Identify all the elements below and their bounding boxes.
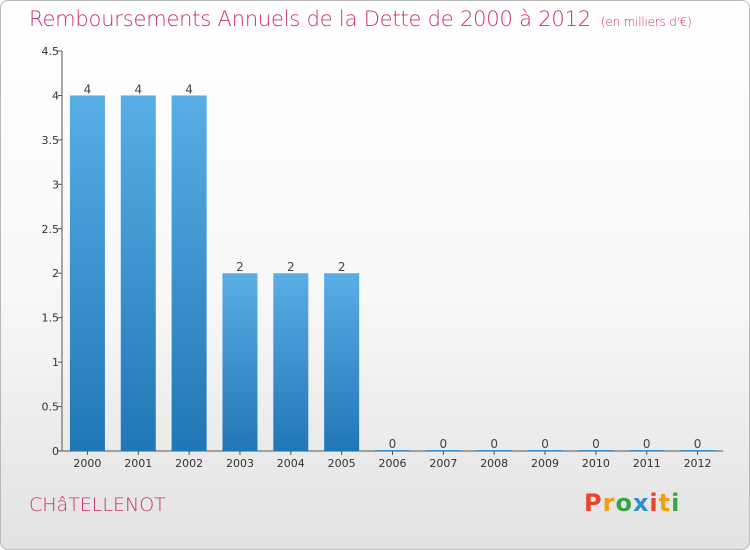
- bar: [476, 450, 512, 451]
- data-label: 4: [134, 82, 142, 96]
- y-tick-label: 4: [52, 89, 59, 102]
- data-label: 4: [84, 82, 92, 96]
- bar: [578, 450, 614, 451]
- commune-name: CHâTELLENOT: [29, 494, 166, 516]
- data-label: 0: [643, 437, 651, 451]
- bar: [425, 450, 461, 451]
- chart-unit: (en milliers d'€): [600, 15, 692, 29]
- chart-title: Remboursements Annuels de la Dette de 20…: [29, 7, 692, 31]
- bar: [171, 95, 207, 451]
- logo-letter: i: [649, 489, 659, 517]
- data-label: 0: [694, 437, 702, 451]
- x-tick-label: 2009: [531, 457, 559, 470]
- y-tick-label: 3: [52, 178, 59, 191]
- x-tick-label: 2001: [124, 457, 152, 470]
- logo-letter: t: [658, 489, 672, 517]
- data-label: 2: [338, 260, 346, 274]
- chart-title-text: Remboursements Annuels de la Dette de 20…: [29, 7, 591, 31]
- logo-letter: P: [584, 489, 603, 517]
- x-tick-label: 2004: [277, 457, 305, 470]
- bar: [69, 95, 105, 451]
- x-tick-label: 2011: [633, 457, 661, 470]
- y-tick-label: 0: [52, 445, 59, 458]
- x-tick-label: 2003: [226, 457, 254, 470]
- bar: [527, 450, 563, 451]
- bar: [222, 273, 258, 451]
- bar: [273, 273, 309, 451]
- data-label: 0: [541, 437, 549, 451]
- logo-letter: r: [602, 489, 616, 517]
- y-tick-label: 2.5: [42, 223, 60, 236]
- y-tick-label: 1: [52, 356, 59, 369]
- x-tick-label: 2007: [429, 457, 457, 470]
- bar: [680, 450, 716, 451]
- data-label: 0: [440, 437, 448, 451]
- proxiti-logo: Proxiti: [584, 489, 680, 517]
- y-tick-label: 2: [52, 267, 59, 280]
- logo-letter: x: [632, 489, 650, 517]
- y-tick-label: 4.5: [42, 45, 60, 58]
- logo-letter: o: [615, 489, 633, 517]
- y-tick-label: 0.5: [42, 401, 60, 414]
- x-tick-label: 2005: [328, 457, 356, 470]
- x-tick-label: 2012: [684, 457, 712, 470]
- x-tick-label: 2002: [175, 457, 203, 470]
- data-label: 2: [287, 260, 295, 274]
- data-label: 0: [592, 437, 600, 451]
- y-tick-label: 1.5: [42, 312, 60, 325]
- bar: [375, 450, 410, 451]
- data-label: 0: [389, 437, 397, 451]
- x-tick-label: 2010: [582, 457, 610, 470]
- data-label: 4: [185, 82, 193, 96]
- x-tick-label: 2000: [73, 457, 101, 470]
- bar: [324, 273, 360, 451]
- logo-letter: i: [671, 489, 681, 517]
- x-tick-label: 2006: [379, 457, 407, 470]
- bar: [120, 95, 156, 451]
- data-label: 2: [236, 260, 244, 274]
- bar: [629, 450, 665, 451]
- data-label: 0: [490, 437, 498, 451]
- y-tick-label: 3.5: [42, 134, 60, 147]
- x-tick-label: 2008: [480, 457, 508, 470]
